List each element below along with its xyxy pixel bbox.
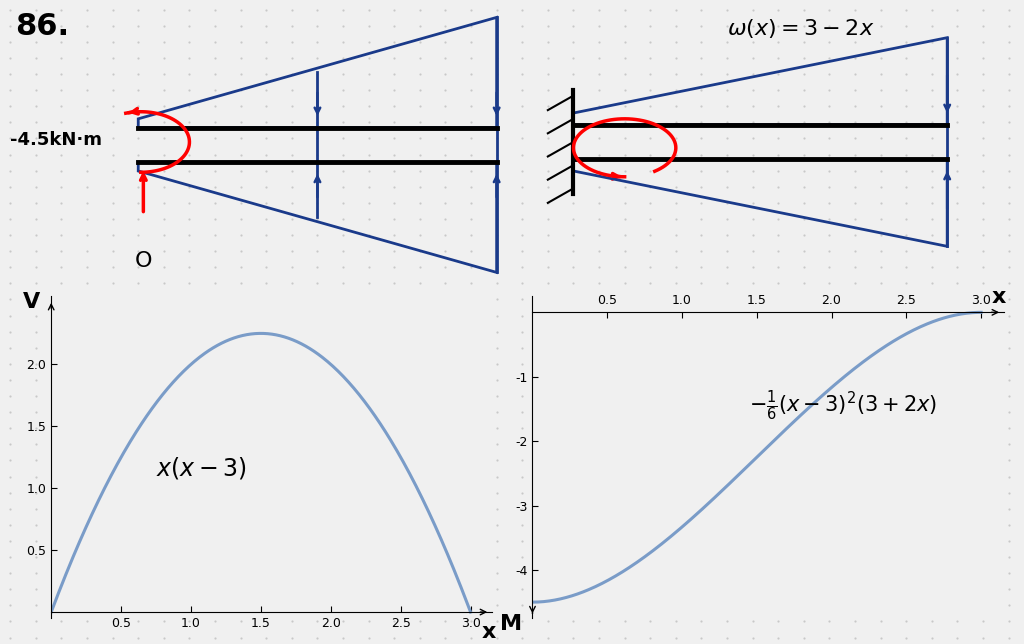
Text: M: M xyxy=(500,614,522,634)
Text: $\omega(x)=3-2x$: $\omega(x)=3-2x$ xyxy=(727,17,874,40)
Text: x: x xyxy=(992,287,1007,307)
Text: 86.: 86. xyxy=(15,12,70,41)
Text: $-\frac{1}{6}(x-3)^2(3+2x)$: $-\frac{1}{6}(x-3)^2(3+2x)$ xyxy=(750,388,937,423)
Text: O: O xyxy=(134,251,153,270)
Text: x: x xyxy=(481,622,496,642)
Text: -4.5kN·m: -4.5kN·m xyxy=(10,131,102,149)
Text: V: V xyxy=(23,292,40,312)
Text: $x(x-3)$: $x(x-3)$ xyxy=(156,455,247,481)
